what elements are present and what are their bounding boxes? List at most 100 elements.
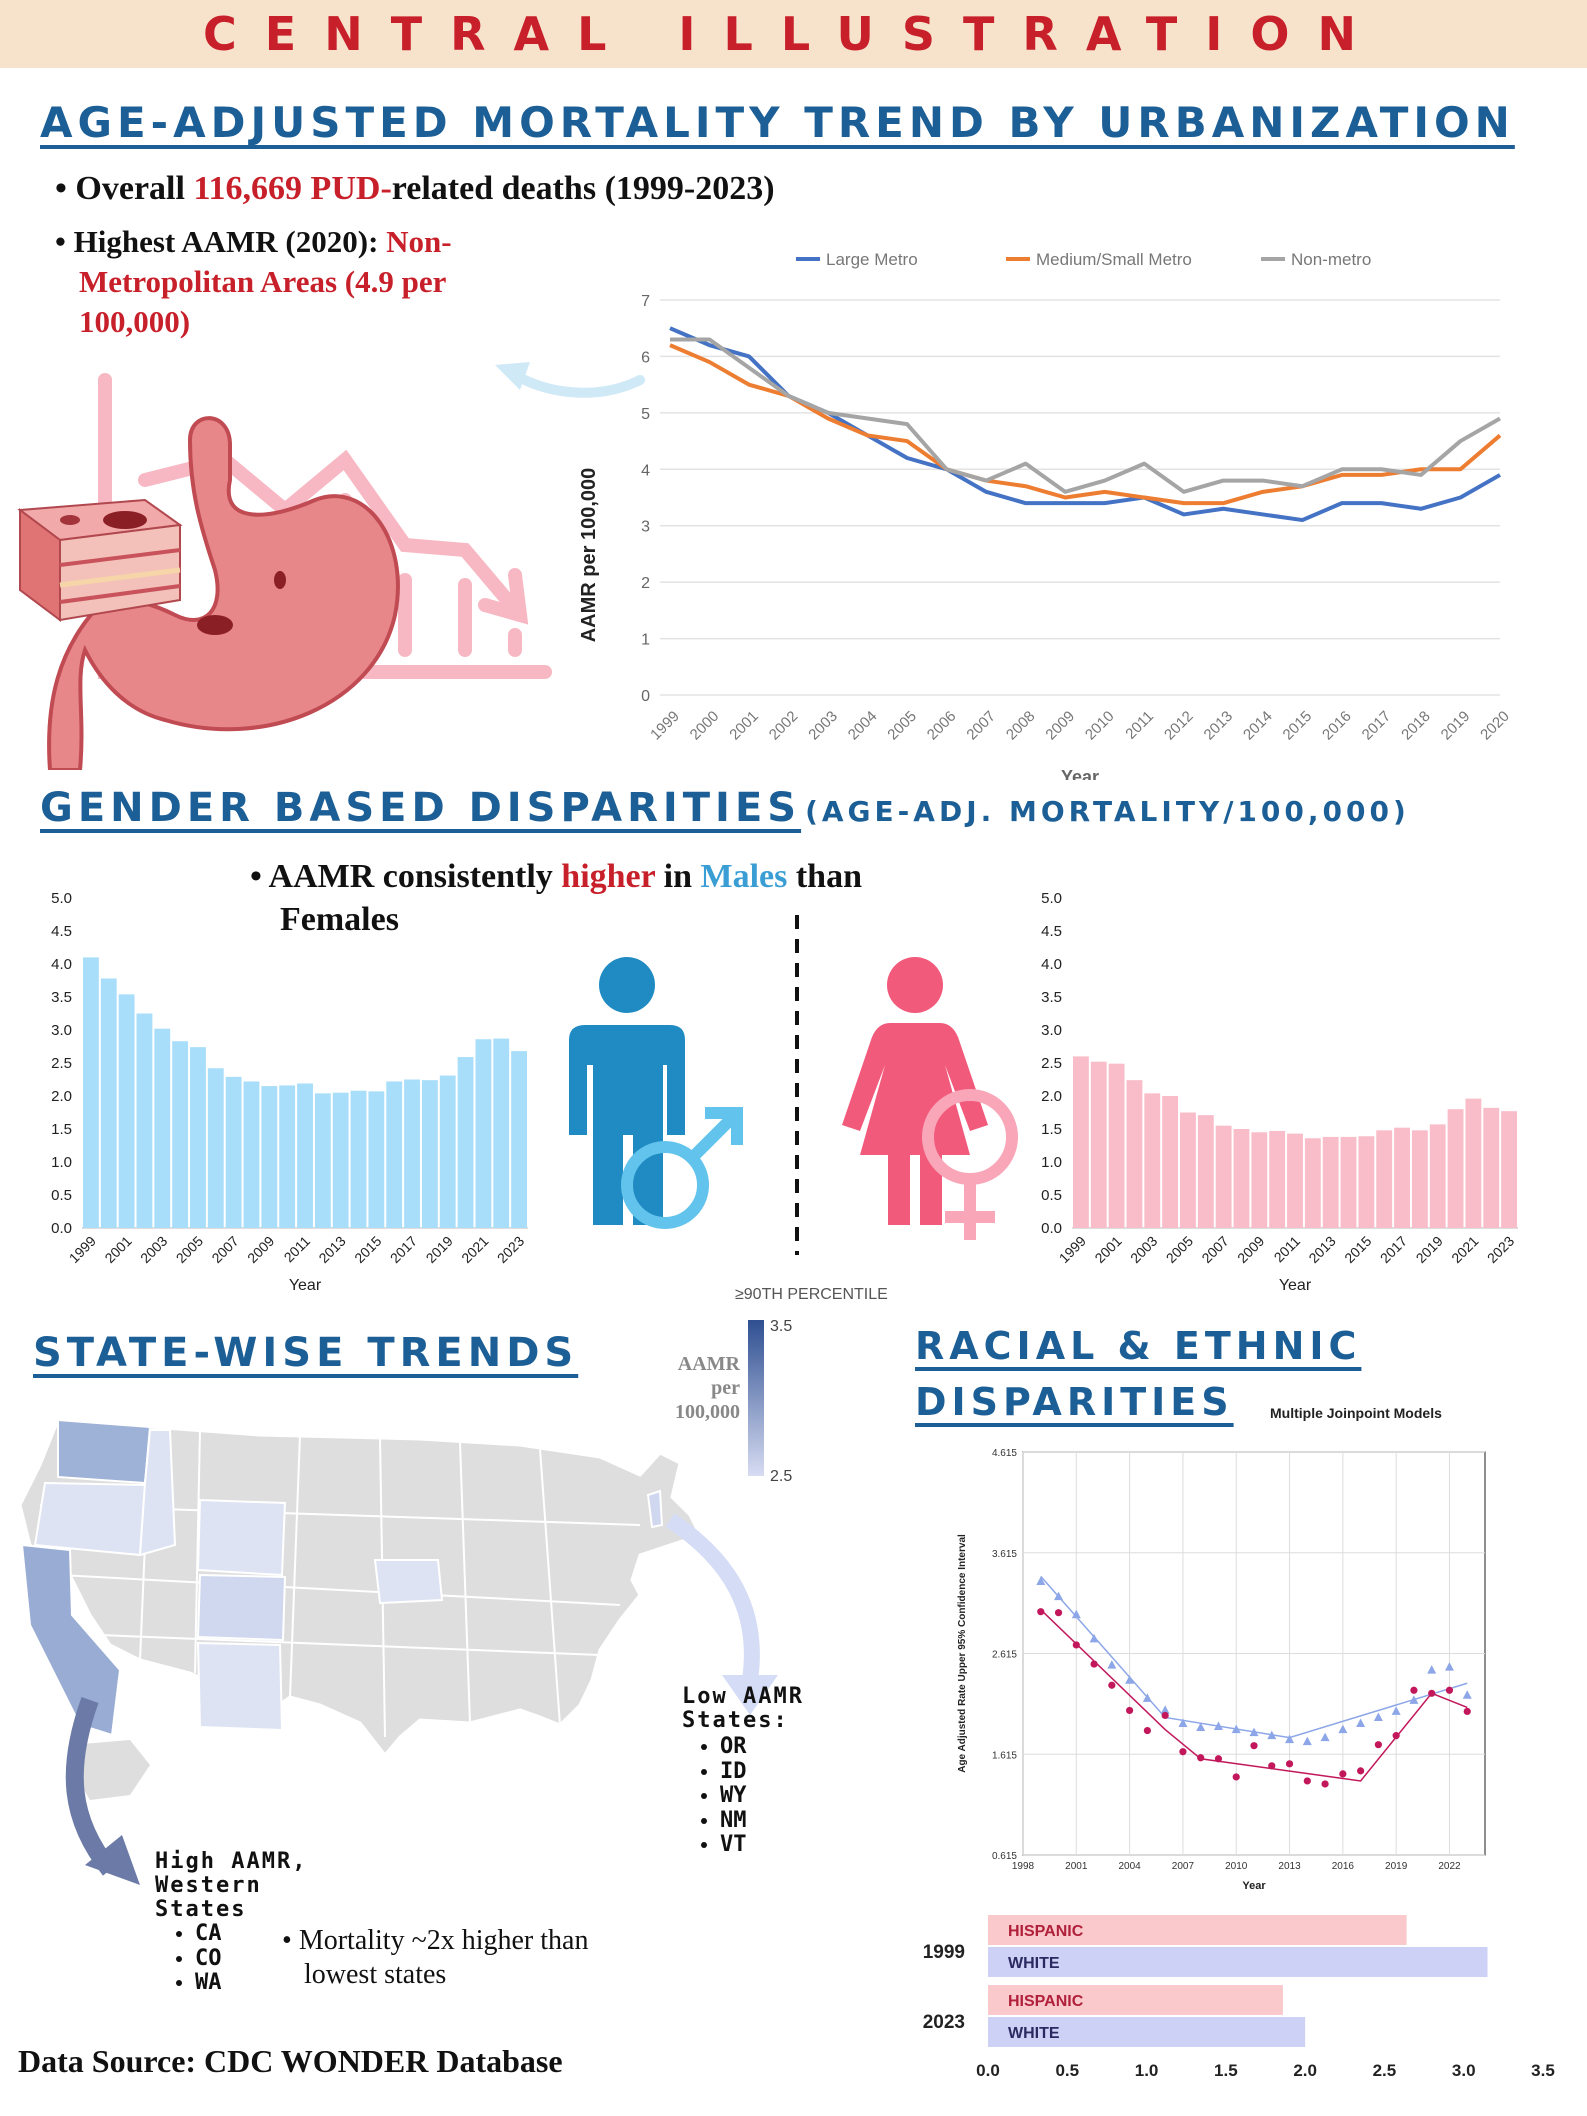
us-mainland-shape	[18, 1418, 703, 1758]
low-state-item: ID	[720, 1759, 747, 1785]
x-tick-label: 2022	[1438, 1861, 1461, 1872]
group-label: 2023	[923, 2012, 965, 2033]
state-WY	[196, 1498, 287, 1577]
data-point	[1338, 1724, 1348, 1734]
y-tick-label: 3.0	[51, 1022, 72, 1039]
y-tick-label: 3.0	[1041, 1022, 1062, 1039]
data-point	[1391, 1706, 1401, 1715]
data-point	[1374, 1741, 1382, 1749]
data-point	[1072, 1641, 1080, 1649]
x-tick-label: 2023	[1484, 1233, 1517, 1266]
y-tick-label: 3	[641, 519, 650, 536]
y-tick-label: 3.615	[992, 1549, 1017, 1560]
x-tick-label: 2.0	[1293, 2061, 1317, 2080]
x-tick-label: 2002	[766, 708, 802, 744]
data-point	[1054, 1609, 1063, 1617]
legend-top-label: ≥90TH PERCENTILE	[735, 1286, 888, 1303]
bar	[1108, 1063, 1125, 1228]
data-point	[1037, 1608, 1045, 1616]
data-point	[1090, 1660, 1098, 1668]
y-tick-label: 0.0	[1041, 1220, 1062, 1237]
data-point	[1409, 1695, 1419, 1704]
x-tick-label: 2007	[1198, 1233, 1231, 1266]
map-color-scale	[748, 1320, 764, 1476]
data-point	[1463, 1707, 1471, 1716]
bar	[1215, 1125, 1232, 1228]
y-tick-label: 0.0	[51, 1220, 72, 1237]
joinpoint-fit-line	[1040, 1609, 1468, 1782]
race-bar-label: HISPANIC	[1008, 1993, 1084, 2010]
y-tick-label: 7	[641, 293, 650, 310]
x-tick-label: 2018	[1398, 708, 1434, 744]
legend-min: 2.5	[770, 1468, 793, 1485]
section-title-gender: GENDER BASED DISPARITIES	[40, 785, 802, 831]
y-tick-label: 0.5	[51, 1187, 72, 1204]
bar	[154, 1028, 171, 1228]
x-tick-label: 2013	[1278, 1861, 1301, 1872]
bar	[386, 1081, 403, 1228]
highest-aamr-bullet: • Highest AAMR (2020): Non-Metropolitan …	[55, 224, 452, 339]
y-tick-label: 2.0	[1041, 1088, 1062, 1105]
state-CA	[20, 1543, 122, 1737]
x-tick-label: 1999	[647, 708, 683, 744]
legend-label: Large Metro	[826, 250, 918, 269]
x-tick-label: 2007	[208, 1233, 241, 1266]
data-point	[1107, 1660, 1117, 1669]
x-tick-label: 2011	[281, 1233, 314, 1266]
x-tick-label: 2017	[1359, 708, 1395, 744]
bar	[1465, 1098, 1482, 1228]
data-point	[1321, 1780, 1329, 1788]
bar	[279, 1085, 296, 1228]
race-bar	[988, 1915, 1407, 1945]
joinpoint-fit-line	[1040, 1575, 1468, 1739]
data-point	[1268, 1762, 1276, 1770]
bar	[190, 1047, 206, 1228]
x-tick-label: 2015	[1341, 1233, 1374, 1266]
y-tick-label: 5.0	[51, 890, 72, 907]
data-point	[1356, 1718, 1366, 1728]
data-point	[1196, 1722, 1206, 1732]
y-tick-label: 1.5	[51, 1121, 72, 1138]
data-source: Data Source: CDC WONDER Database	[18, 2043, 563, 2079]
data-point	[1302, 1736, 1312, 1746]
data-point	[1160, 1705, 1170, 1714]
data-point	[1373, 1712, 1383, 1721]
data-point	[1143, 1726, 1151, 1735]
low-state-item: NM	[720, 1808, 747, 1834]
race-horizontal-bar-chart: HISPANIC WHITE 1999 HISPANIC WHITE 2023 0.0 0.5…	[923, 1915, 1555, 2080]
x-tick-label: 2006	[924, 708, 960, 744]
male-figure-icon	[569, 957, 743, 1229]
mortality-note: • Mortality ~2x higher than lowest state…	[282, 1925, 589, 1990]
x-tick-label: 2013	[1201, 708, 1237, 744]
x-tick-label: 2001	[726, 708, 762, 744]
series-line	[669, 343, 1502, 506]
x-tick-label: 1999	[66, 1233, 99, 1266]
x-tick-label: 2010	[1082, 708, 1118, 744]
data-point	[1197, 1754, 1205, 1762]
data-point	[1161, 1711, 1169, 1720]
data-point	[1444, 1662, 1454, 1671]
data-point	[1071, 1609, 1081, 1619]
bar	[1251, 1132, 1268, 1228]
data-point	[1142, 1693, 1152, 1702]
data-point	[1250, 1742, 1258, 1750]
x-tick-label: 2015	[351, 1233, 384, 1266]
y-tick-label: 4.0	[1041, 956, 1062, 973]
legend-label: Non-metro	[1291, 250, 1371, 269]
race-bar-label: WHITE	[1008, 1955, 1060, 1972]
bar	[136, 1013, 153, 1228]
data-point	[1410, 1686, 1418, 1694]
bar	[1090, 1061, 1107, 1228]
bar	[1144, 1093, 1161, 1228]
bar	[1073, 1056, 1089, 1228]
data-point	[1126, 1706, 1134, 1715]
race-bar	[988, 1985, 1283, 2015]
series-line	[670, 337, 1501, 494]
bar	[297, 1083, 313, 1228]
y-tick-label: 1.0	[1041, 1154, 1062, 1171]
high-state-item: CA	[195, 1921, 222, 1947]
race-bar	[988, 1947, 1488, 1977]
section-title-urbanization: AGE-ADJUSTED MORTALITY TREND BY URBANIZA…	[40, 98, 1515, 147]
data-point	[1036, 1576, 1046, 1585]
race-bar	[988, 2017, 1306, 2047]
